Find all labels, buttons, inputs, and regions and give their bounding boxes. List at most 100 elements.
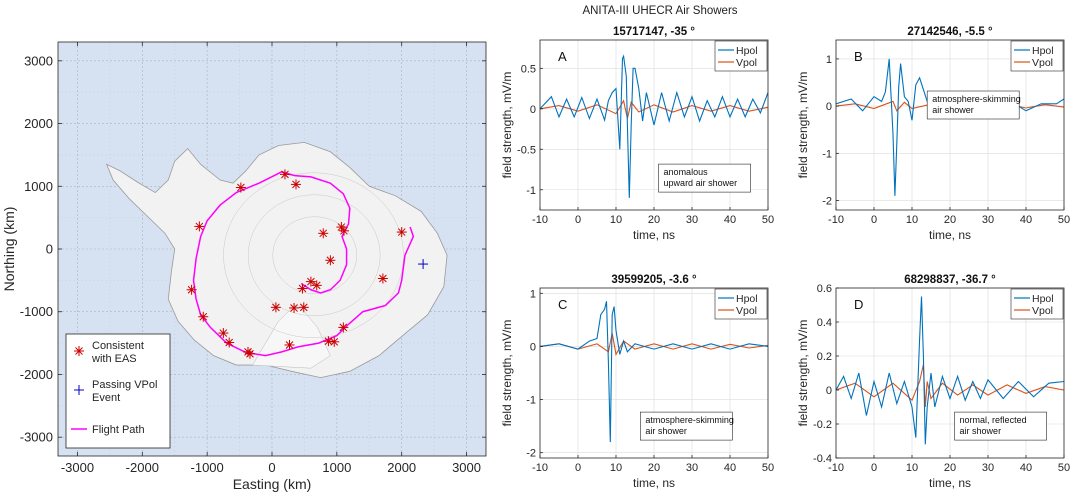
panel-x-tick-label: 20 bbox=[648, 462, 660, 474]
eas-event-marker bbox=[338, 322, 349, 333]
panel-annotation-box bbox=[640, 411, 733, 441]
legend-label-hpol: Hpol bbox=[1032, 293, 1054, 305]
panel-x-tick-label: -10 bbox=[828, 462, 844, 474]
topo-contour bbox=[223, 172, 404, 339]
eas-event-marker bbox=[298, 302, 309, 313]
panel-y-axis-label: field strength, mV/m bbox=[500, 72, 514, 179]
panel-annotation-text: anomalous bbox=[664, 167, 709, 177]
eas-event-marker bbox=[270, 302, 281, 313]
eas-event-marker bbox=[290, 179, 301, 190]
panel-x-tick-label: 20 bbox=[944, 214, 956, 226]
panel-y-tick-label: -0.2 bbox=[813, 419, 832, 431]
series-line-hpol bbox=[540, 54, 768, 198]
panel-y-tick-label: 0.6 bbox=[817, 283, 832, 295]
panel-x-tick-label: -10 bbox=[828, 214, 844, 226]
panel-x-tick-label: 0 bbox=[575, 214, 581, 226]
panel-y-tick-label: 0 bbox=[826, 101, 832, 113]
panel-annotation-text: upward air shower bbox=[664, 178, 738, 188]
panel-y-tick-label: 1 bbox=[826, 54, 832, 66]
map-x-tick-label: 1000 bbox=[322, 460, 351, 475]
map-x-tick-label: -3000 bbox=[61, 460, 94, 475]
panel-x-tick-label: 20 bbox=[648, 214, 660, 226]
legend-eas-marker bbox=[75, 347, 83, 355]
map-y-axis-label: Northing (km) bbox=[1, 207, 17, 292]
panel-title: 15717147, -35 ° bbox=[613, 26, 695, 38]
vpol-event-marker bbox=[418, 259, 429, 270]
panel-y-tick-label: 0.2 bbox=[817, 351, 832, 363]
series-line-vpol bbox=[540, 99, 768, 119]
map-y-tick-label: 3000 bbox=[24, 53, 53, 68]
eas-event-marker bbox=[198, 311, 209, 322]
eas-event-marker bbox=[377, 273, 388, 284]
legend-label-vpol: Vpol bbox=[1032, 57, 1053, 69]
panel-letter: D bbox=[854, 297, 863, 312]
panel-legend-box bbox=[714, 288, 768, 320]
map-x-tick-label: 0 bbox=[268, 460, 275, 475]
panel-annotation-box bbox=[954, 411, 1047, 441]
panel-title: 68298837, -36.7 ° bbox=[904, 274, 996, 286]
legend-flight-label: Flight Path bbox=[92, 424, 145, 436]
panel-x-tick-label: 30 bbox=[686, 462, 698, 474]
panel-y-tick-label: 0 bbox=[530, 104, 536, 116]
eas-event-marker bbox=[235, 182, 246, 193]
panel-x-tick-label: 30 bbox=[686, 214, 698, 226]
panel-annotation-text: air shower bbox=[645, 426, 687, 436]
panel-x-tick-label: 40 bbox=[724, 214, 736, 226]
panel-y-tick-label: -2 bbox=[526, 448, 536, 460]
map-x-tick-label: 3000 bbox=[452, 460, 481, 475]
panel-x-tick-label: 40 bbox=[724, 462, 736, 474]
map-x-tick-label: -2000 bbox=[126, 460, 159, 475]
legend-vpol-label: Passing VPol bbox=[92, 379, 157, 391]
eas-event-marker bbox=[297, 283, 308, 294]
panel-y-axis-label: field strength, mV/m bbox=[500, 320, 514, 427]
eas-event-marker bbox=[279, 169, 290, 180]
panel-y-tick-label: -2 bbox=[822, 196, 832, 208]
panel-y-tick-label: -1 bbox=[526, 185, 536, 197]
eas-event-marker bbox=[336, 222, 347, 233]
panel-y-tick-label: 0.5 bbox=[521, 63, 536, 75]
eas-event-marker bbox=[338, 225, 349, 236]
legend-eas-label: with EAS bbox=[91, 353, 137, 365]
legend-label-vpol: Vpol bbox=[1032, 305, 1053, 317]
series-line-hpol bbox=[836, 296, 1064, 445]
panel-letter: B bbox=[854, 49, 863, 64]
antarctica-map-panel: -3000 -2000 -1000 0 1000 2000 3000 3000 2000 1000… bbox=[1, 41, 487, 492]
panel-x-tick-label: 50 bbox=[762, 462, 774, 474]
map-y-tick-label: 1000 bbox=[24, 179, 53, 194]
eas-event-marker bbox=[194, 221, 205, 232]
panel-y-tick-label: 0 bbox=[826, 385, 832, 397]
waveform-panel-a: -10 0 10 20 30 40 50 0.5 0 -0.5 -1 time, ns field st… bbox=[500, 26, 774, 242]
panel-legend-box bbox=[1010, 40, 1064, 72]
panel-x-axis-label: time, ns bbox=[633, 476, 675, 490]
legend-label-hpol: Hpol bbox=[736, 45, 758, 57]
topo-contour bbox=[247, 194, 381, 317]
eas-event-marker bbox=[318, 228, 329, 239]
eas-event-marker bbox=[284, 339, 295, 350]
panel-x-tick-label: 20 bbox=[944, 462, 956, 474]
legend-label-vpol: Vpol bbox=[736, 57, 757, 69]
eas-event-marker bbox=[329, 336, 340, 347]
panel-annotation-text: normal, reflected bbox=[960, 415, 1027, 425]
panel-x-tick-label: 0 bbox=[871, 462, 877, 474]
panel-y-axis-label: field strength, mV/m bbox=[796, 320, 810, 427]
eas-event-marker bbox=[224, 337, 235, 348]
panel-y-tick-label: 0.4 bbox=[817, 317, 832, 329]
panel-legend-box bbox=[1010, 288, 1064, 320]
eas-event-marker bbox=[289, 302, 300, 313]
legend-label-hpol: Hpol bbox=[736, 293, 758, 305]
topo-contour bbox=[272, 216, 358, 295]
panel-x-tick-label: 0 bbox=[575, 462, 581, 474]
eas-event-marker bbox=[244, 348, 255, 359]
panel-x-tick-label: -10 bbox=[532, 462, 548, 474]
panel-x-tick-label: 10 bbox=[610, 214, 622, 226]
legend-eas-label: Consistent bbox=[92, 340, 144, 352]
panel-annotation-box bbox=[926, 90, 1020, 120]
panel-x-tick-label: 40 bbox=[1020, 214, 1032, 226]
waveform-panel-d: -10 0 10 20 30 40 50 0.6 0.4 0.2 0 -0.2 -0.4 time, ns… bbox=[796, 274, 1070, 490]
panel-annotation-text: atmosphere-skimming bbox=[645, 415, 734, 425]
flight-path-line bbox=[192, 171, 415, 357]
figure-suptitle: ANITA-III UHECR Air Showers bbox=[582, 5, 737, 17]
antarctica-landmass bbox=[105, 141, 448, 379]
panel-x-tick-label: 50 bbox=[1058, 462, 1070, 474]
